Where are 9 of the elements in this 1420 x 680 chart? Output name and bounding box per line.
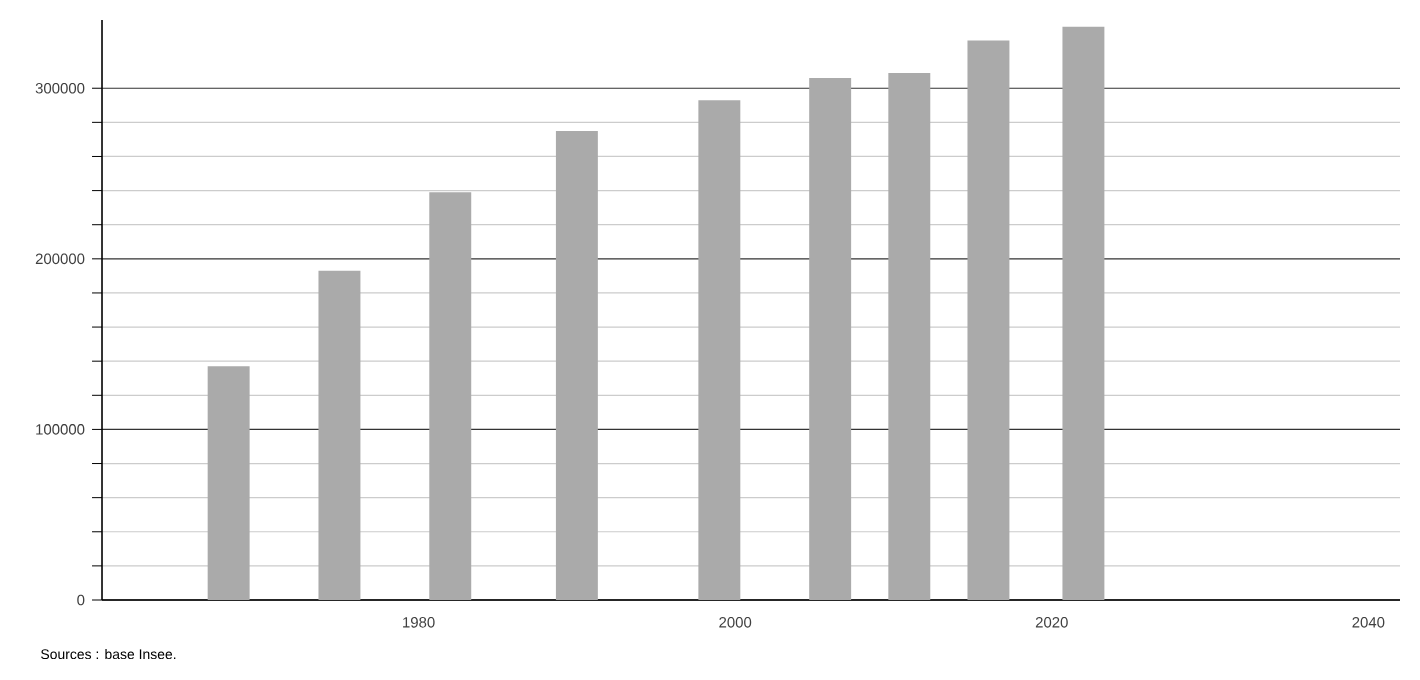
bar xyxy=(429,192,472,600)
bar xyxy=(698,100,741,600)
bar xyxy=(809,78,852,600)
bar xyxy=(967,40,1010,600)
bar xyxy=(207,366,250,600)
bar xyxy=(318,270,361,600)
bar xyxy=(888,72,931,600)
bar xyxy=(1062,26,1105,600)
bar xyxy=(555,130,598,600)
